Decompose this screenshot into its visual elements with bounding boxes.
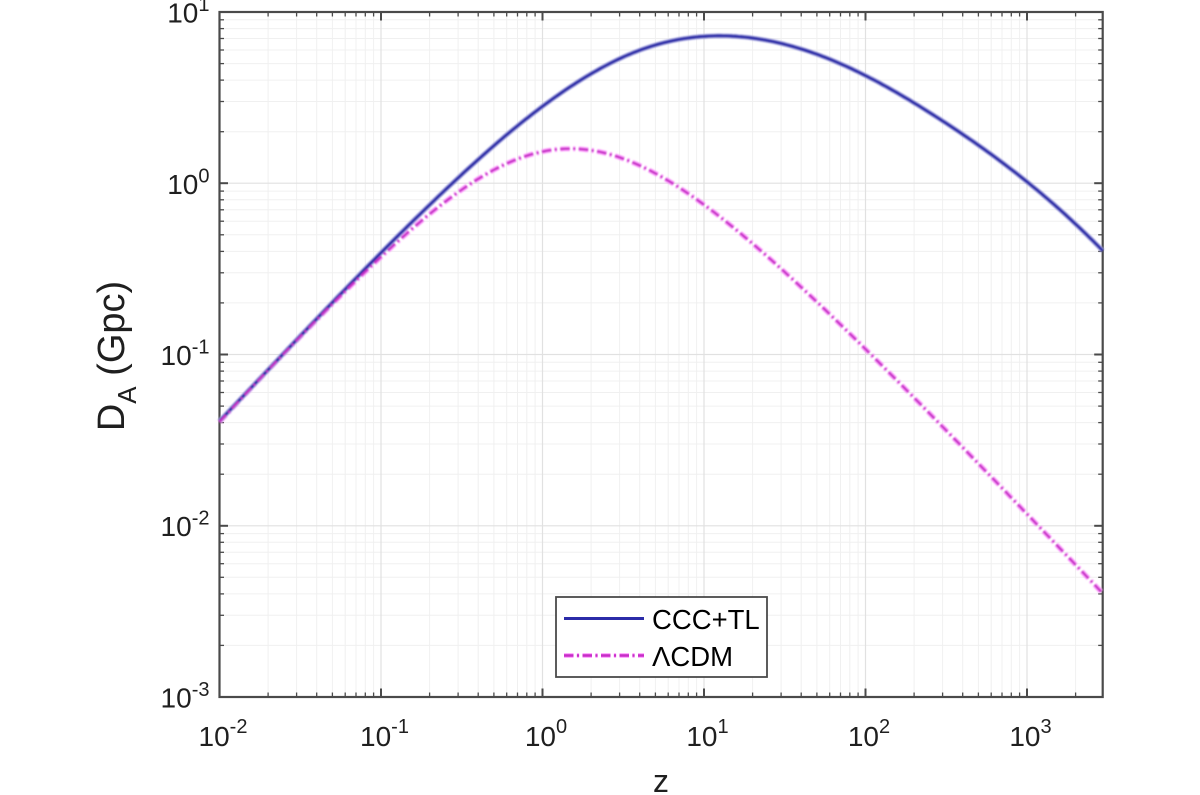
svg-text:CCC+TL: CCC+TL [652,604,760,635]
svg-text:z: z [653,763,669,795]
svg-text:ΛCDM: ΛCDM [652,641,733,672]
